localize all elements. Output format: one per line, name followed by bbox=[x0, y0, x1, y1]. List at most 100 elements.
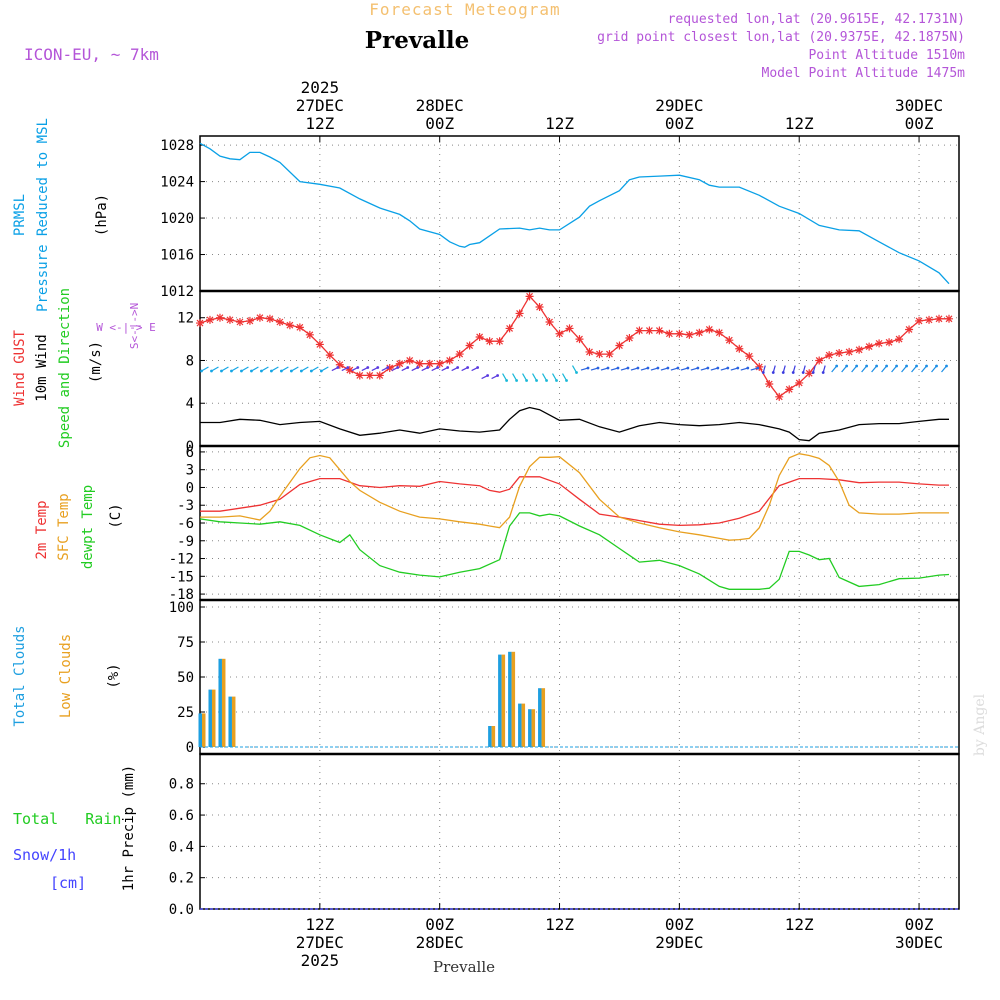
y-tick-label: 0.8 bbox=[169, 777, 194, 793]
gust-marker bbox=[555, 329, 564, 338]
gust-marker bbox=[855, 345, 864, 354]
y-tick-label: -15 bbox=[169, 569, 194, 585]
gust-marker bbox=[415, 359, 424, 368]
y-tick-label: 4 bbox=[186, 396, 194, 412]
top-time-label: 29DEC bbox=[655, 96, 703, 115]
panel-frame bbox=[199, 135, 960, 292]
wind-direction-arrowhead bbox=[346, 366, 350, 369]
wind-direction-arrowhead bbox=[505, 379, 508, 382]
wind-direction-arrowhead bbox=[515, 379, 518, 382]
prmsl-label: PRMSL bbox=[12, 194, 28, 236]
wind-direction-arrowhead bbox=[636, 366, 640, 370]
wind-direction-arrowhead bbox=[756, 366, 760, 370]
low-clouds-bar bbox=[531, 709, 536, 747]
wind-direction-arrowhead bbox=[565, 379, 568, 382]
point-altitude: Point Altitude 1510m bbox=[808, 48, 965, 63]
wind-direction-arrowhead bbox=[260, 369, 263, 373]
low-clouds-bar bbox=[521, 703, 526, 747]
total-clouds-bar bbox=[198, 713, 202, 747]
wind-direction-arrowhead bbox=[279, 369, 283, 373]
gust-marker bbox=[615, 341, 624, 350]
y-tick-label: 0 bbox=[186, 480, 194, 496]
y-tick-label: 0 bbox=[186, 439, 194, 455]
gust-marker bbox=[405, 356, 414, 365]
prmsl-line bbox=[199, 142, 950, 285]
gust-marker bbox=[655, 326, 664, 335]
gust-marker bbox=[805, 369, 814, 378]
low-clouds-bar bbox=[201, 713, 206, 747]
model-name: ICON-EU, ~ 7km bbox=[24, 45, 159, 64]
gust-marker bbox=[885, 338, 894, 347]
y-tick-label: -9 bbox=[177, 534, 194, 550]
panel-frame bbox=[199, 599, 960, 755]
y-tick-label: 0.0 bbox=[169, 902, 194, 918]
wind-direction-arrowhead bbox=[791, 371, 795, 374]
compass-we: W <-|-> E bbox=[96, 321, 156, 334]
gust-marker bbox=[395, 359, 404, 368]
gust-marker bbox=[565, 324, 574, 333]
gust-marker bbox=[665, 329, 674, 338]
gust-marker bbox=[755, 362, 764, 371]
bottom-time-label: 30DEC bbox=[895, 933, 943, 952]
top-time-label: 12Z bbox=[785, 114, 814, 133]
pressure-unit: (hPa) bbox=[94, 194, 110, 236]
wind-direction-arrowhead bbox=[706, 366, 710, 370]
wind-direction-arrowhead bbox=[575, 371, 578, 374]
gust-marker bbox=[635, 326, 644, 335]
pressure-panel: 1012 1016 1020 1024 1028 bbox=[160, 135, 960, 300]
total-clouds-bar bbox=[528, 709, 532, 747]
temp-dewpt-label: dewpt Temp bbox=[80, 485, 96, 569]
top-time-label: 30DEC bbox=[895, 96, 943, 115]
wind-direction-arrowhead bbox=[656, 366, 660, 370]
y-tick-label: 0.4 bbox=[169, 839, 194, 855]
y-tick-label: 75 bbox=[177, 635, 194, 651]
total-clouds-bar bbox=[498, 654, 502, 747]
wind-panel: 0 4 8 12 bbox=[177, 289, 960, 455]
gust-marker bbox=[375, 371, 384, 380]
top-time-label: 27DEC bbox=[296, 96, 344, 115]
wind-direction-arrowhead bbox=[606, 366, 610, 370]
gust-marker bbox=[435, 359, 444, 368]
wind-direction-arrowhead bbox=[250, 369, 253, 373]
wind-direction-arrowhead bbox=[875, 364, 879, 368]
gust-marker bbox=[685, 330, 694, 339]
low-clouds-bar bbox=[231, 696, 236, 747]
wind-direction-arrowhead bbox=[535, 379, 538, 382]
low-clouds-bar bbox=[501, 654, 506, 747]
y-tick-label: 8 bbox=[186, 353, 194, 369]
gust-marker bbox=[605, 350, 614, 359]
gust-marker bbox=[245, 316, 254, 325]
wind-direction-arrowhead bbox=[771, 371, 775, 374]
gust-marker bbox=[745, 352, 754, 361]
wind-direction-arrowhead bbox=[811, 371, 815, 374]
gust-marker bbox=[465, 341, 474, 350]
clouds-unit: (%) bbox=[106, 663, 122, 688]
low-clouds-bar bbox=[541, 688, 546, 747]
gust-marker bbox=[595, 350, 604, 359]
gust-marker bbox=[285, 321, 294, 330]
wind-direction-arrowhead bbox=[406, 366, 410, 369]
wind-direction-arrowhead bbox=[855, 364, 859, 368]
gust-marker bbox=[225, 315, 234, 324]
wind-direction-arrowhead bbox=[299, 369, 303, 373]
bottom-time-label: 12Z bbox=[785, 915, 814, 934]
gust-marker bbox=[485, 337, 494, 346]
total-clouds-bar bbox=[228, 696, 232, 747]
gust-marker bbox=[425, 359, 434, 368]
gust-marker bbox=[475, 332, 484, 341]
wind-direction-arrowhead bbox=[545, 379, 548, 382]
wind-direction-arrowhead bbox=[835, 364, 839, 368]
y-tick-label: 0 bbox=[186, 740, 194, 756]
gust-marker bbox=[695, 328, 704, 337]
wind-direction-arrowhead bbox=[821, 371, 825, 374]
bottom-time-label: 29DEC bbox=[655, 933, 703, 952]
y-tick-label: 50 bbox=[177, 670, 194, 686]
gust-marker bbox=[945, 314, 954, 323]
wind-direction-arrowhead bbox=[555, 379, 558, 382]
wind-unit: (m/s) bbox=[88, 341, 104, 383]
wind-direction-arrowhead bbox=[726, 366, 730, 370]
wind-direction-arrowhead bbox=[781, 371, 785, 374]
wind-direction-arrowhead bbox=[319, 369, 323, 373]
wind-direction-arrowhead bbox=[220, 369, 223, 373]
y-tick-label: -6 bbox=[177, 516, 194, 532]
